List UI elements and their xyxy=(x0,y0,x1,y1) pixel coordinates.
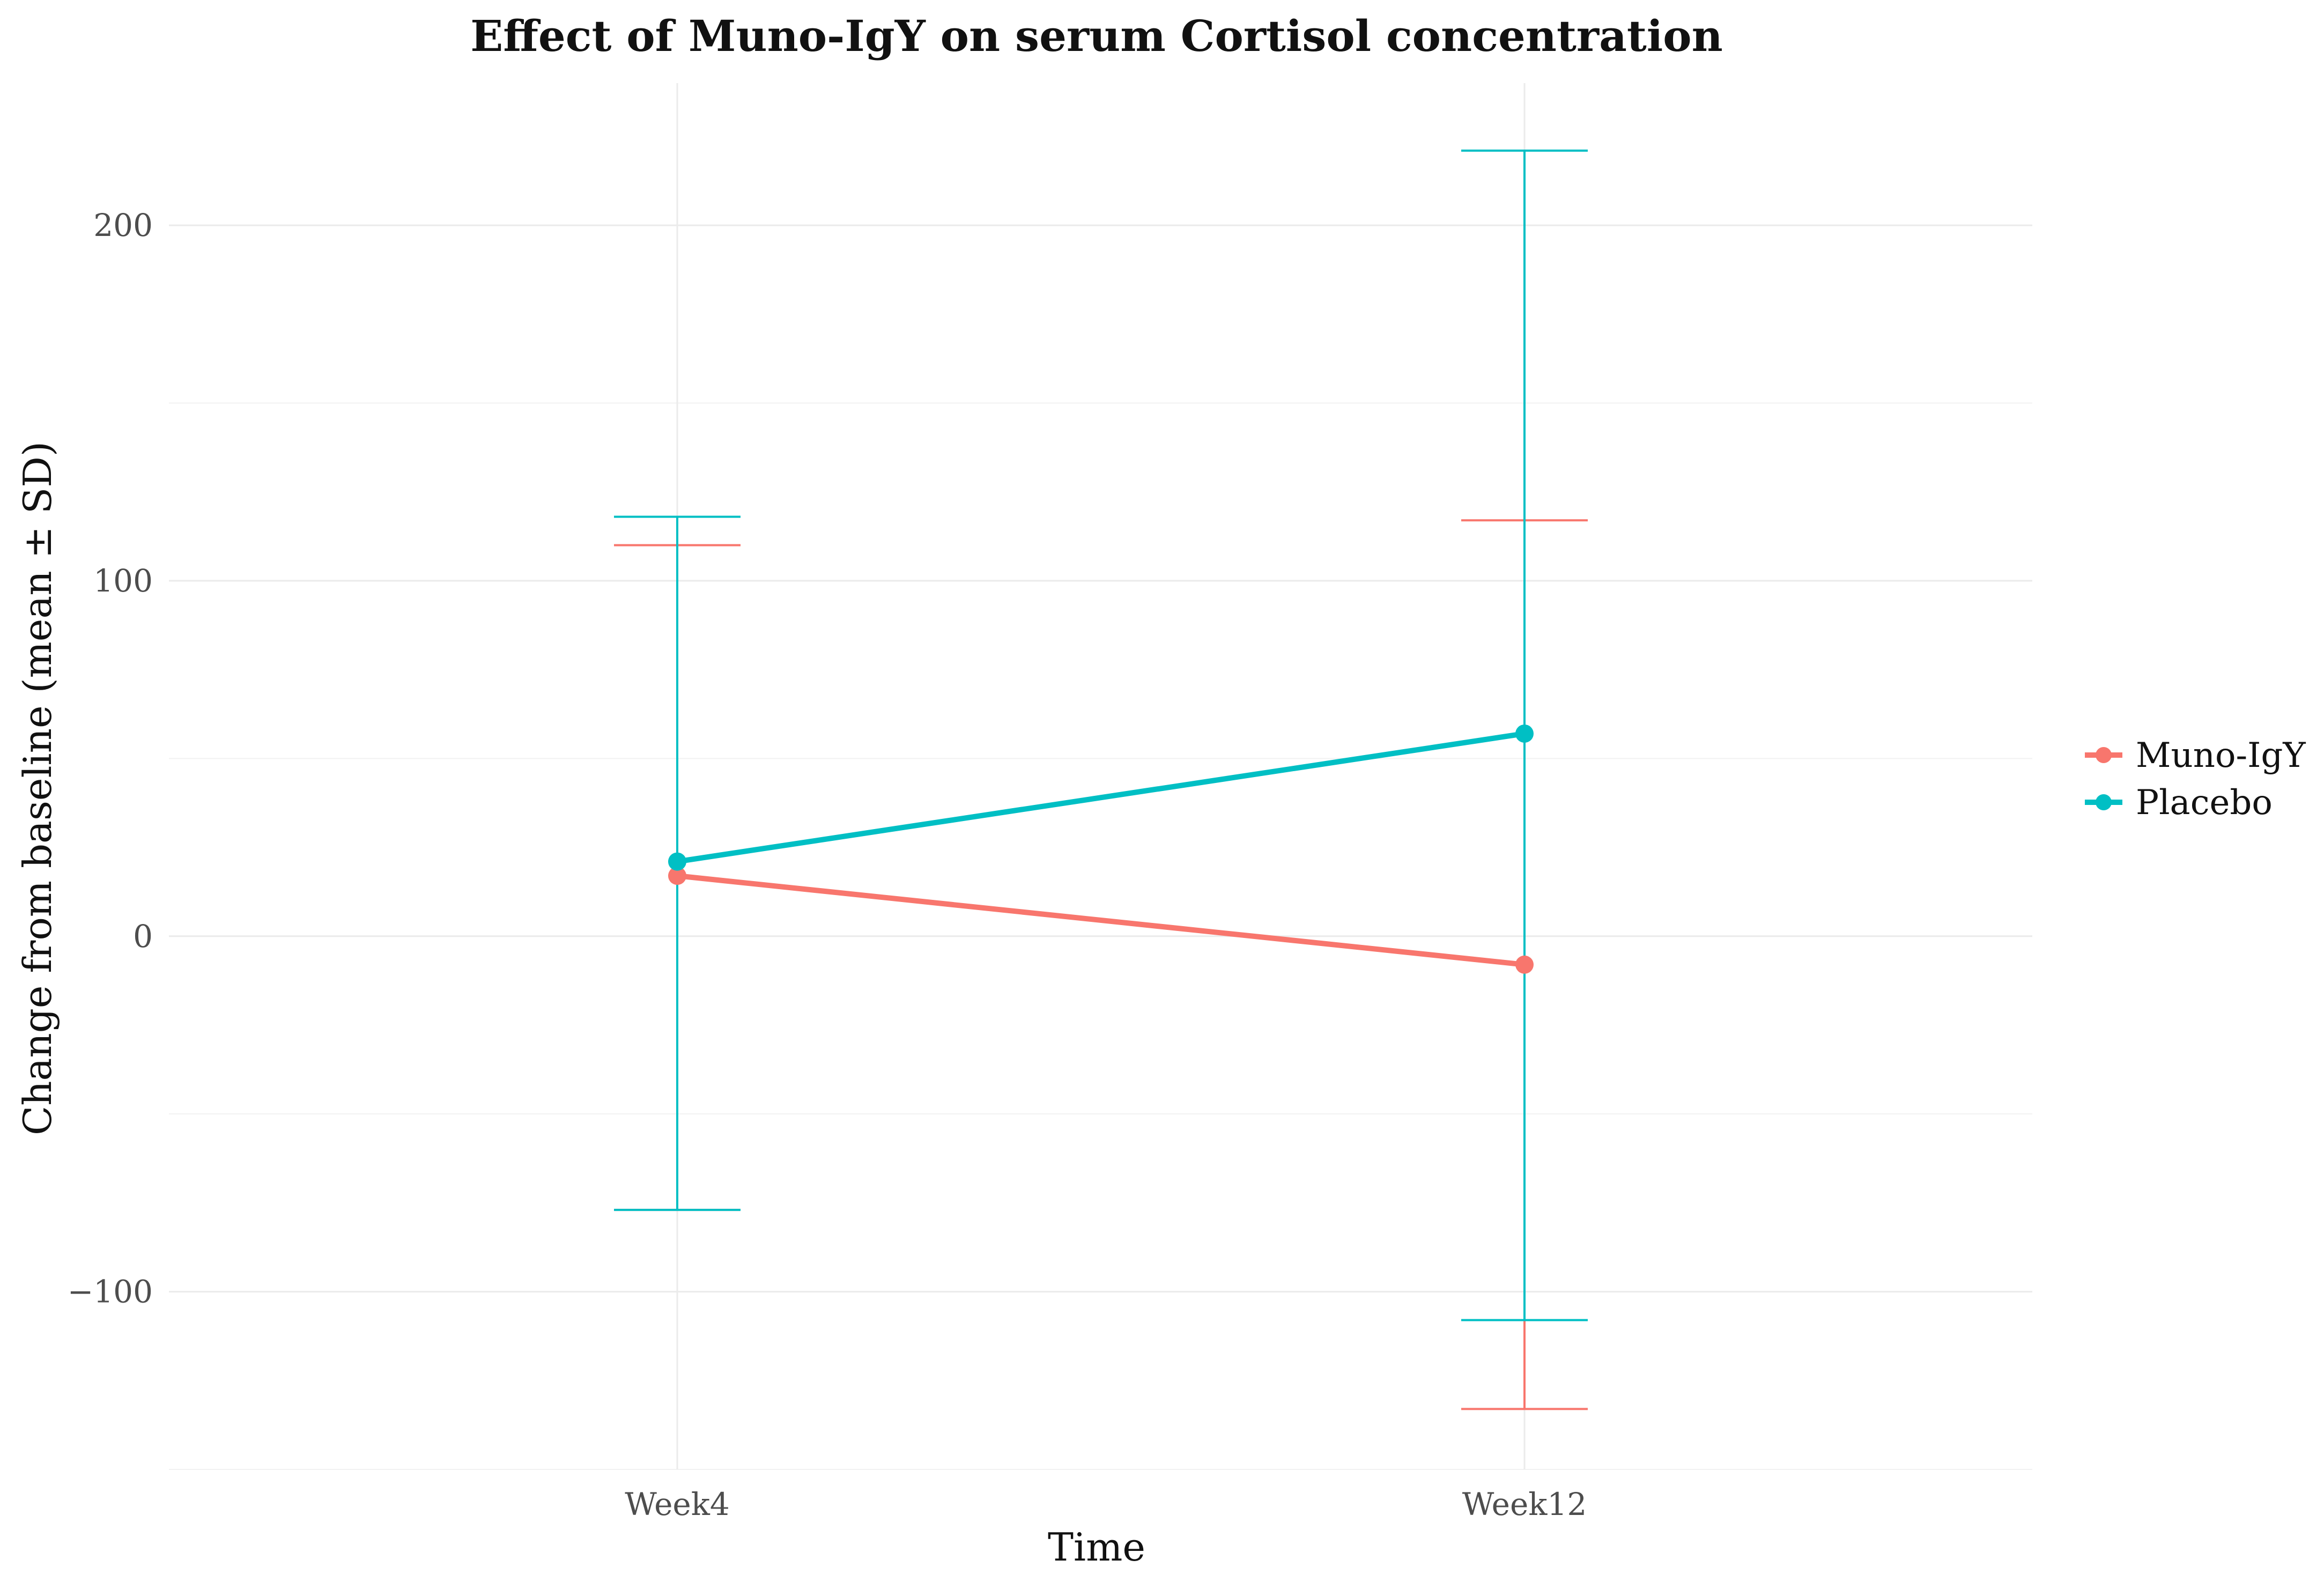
chart-title: Effect of Muno-IgY on serum Cortisol con… xyxy=(470,11,1723,61)
y-tick-label: 100 xyxy=(93,563,153,599)
legend-label: Placebo xyxy=(2136,783,2273,823)
legend-item: Placebo xyxy=(2085,783,2273,823)
legend-key-point xyxy=(2096,794,2112,810)
y-axis-title: Change from baseline (mean ± SD) xyxy=(15,441,60,1135)
data-points xyxy=(668,724,1534,974)
grid xyxy=(169,83,2032,1470)
data-point xyxy=(668,867,686,885)
data-point xyxy=(668,852,686,871)
legend-key-point xyxy=(2096,747,2112,763)
y-tick-label: 0 xyxy=(133,918,153,955)
x-axis-title: Time xyxy=(1048,1525,1145,1570)
x-tick-label: Week4 xyxy=(625,1486,730,1522)
legend-item: Muno-IgY xyxy=(2085,736,2306,775)
legend: Muno-IgY Placebo xyxy=(2085,736,2306,823)
y-tick-label: −100 xyxy=(68,1274,153,1310)
error-bars xyxy=(614,149,1588,1410)
series-line xyxy=(675,873,1527,967)
tick-labels: −100 0 100 200 Week4 Week12 xyxy=(68,207,1587,1522)
data-point xyxy=(1515,955,1534,974)
series-lines xyxy=(675,730,1527,967)
x-tick-label: Week12 xyxy=(1462,1486,1587,1522)
series-line xyxy=(675,730,1527,864)
legend-label: Muno-IgY xyxy=(2136,736,2306,775)
y-tick-label: 200 xyxy=(93,207,153,243)
data-point xyxy=(1515,724,1534,743)
